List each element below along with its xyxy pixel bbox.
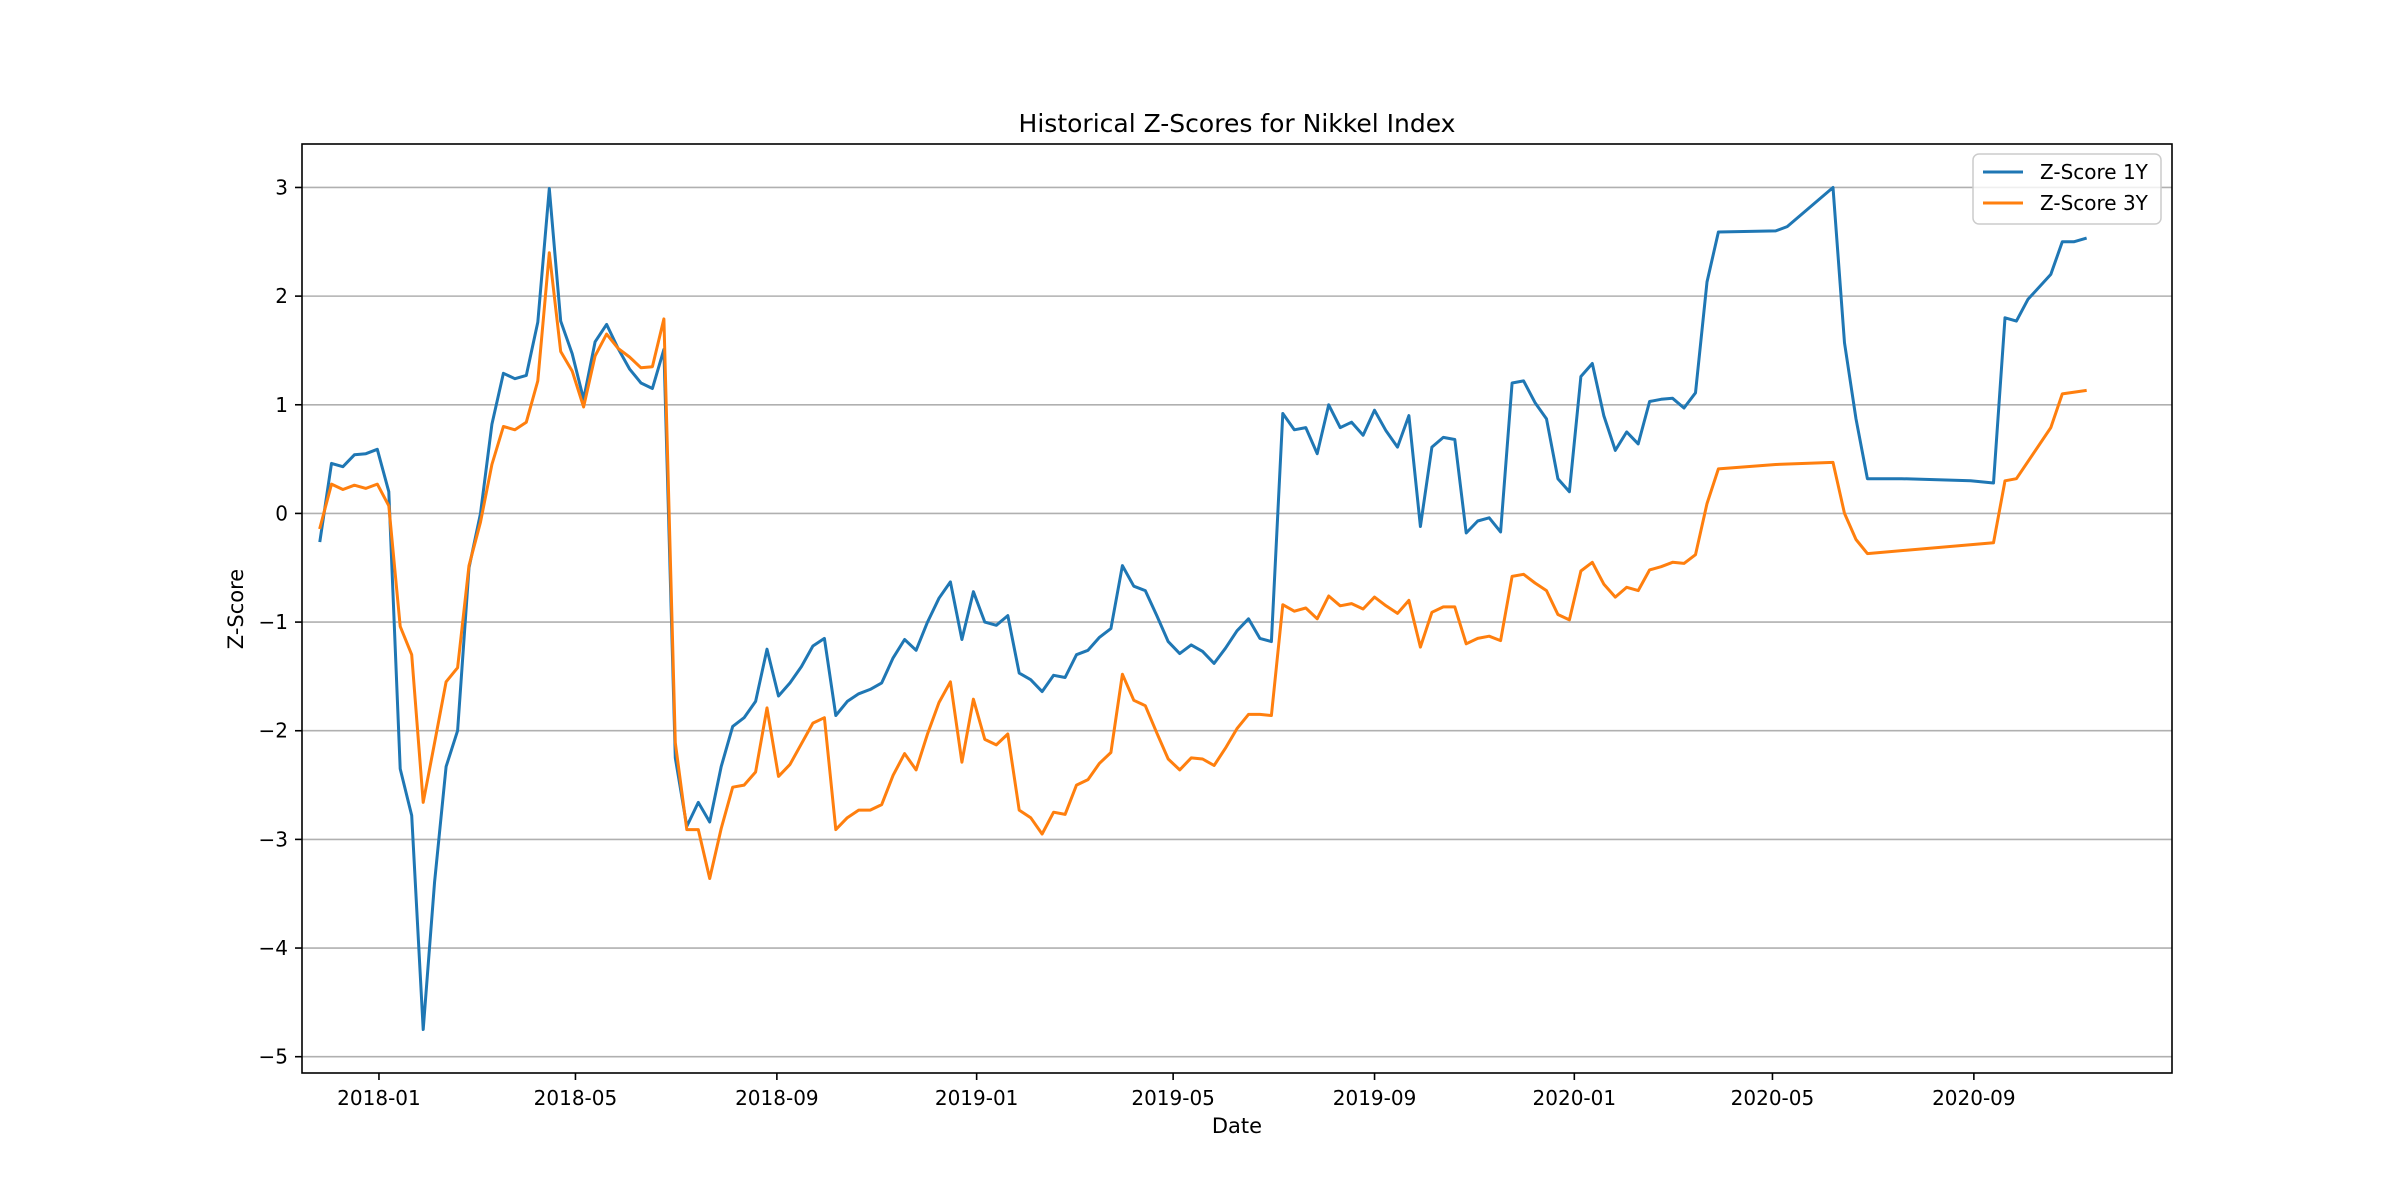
x-axis-label: Date (1212, 1114, 1262, 1138)
y-tick-label: −4 (259, 936, 288, 960)
y-tick-label: 1 (275, 393, 288, 417)
legend: Z-Score 1Y Z-Score 3Y (1972, 153, 2162, 225)
legend-label-z-score-1y: Z-Score 1Y (2040, 160, 2149, 184)
y-tick-label: 2 (275, 284, 288, 308)
series-line-z-score-3y (318, 251, 2087, 880)
x-axis: 2018-01 2018-05 2018-09 2019-01 2019-05 2019-… (337, 1073, 2016, 1110)
x-tick-label: 2019-01 (935, 1086, 1019, 1110)
y-tick-label: −2 (259, 719, 288, 743)
x-tick-label: 2020-01 (1533, 1086, 1617, 1110)
y-axis-label: Z-Score (224, 569, 248, 649)
x-tick-label: 2019-05 (1131, 1086, 1215, 1110)
chart-title: Historical Z-Scores for Nikkel Index (1019, 109, 1456, 138)
plot-area (302, 144, 2172, 1073)
y-tick-label: 0 (275, 501, 288, 525)
y-tick-label: 3 (275, 175, 288, 199)
x-tick-label: 2018-09 (735, 1086, 819, 1110)
plot-frame (301, 143, 2173, 1074)
y-tick-label: −5 (259, 1045, 288, 1069)
y-tick-label: −1 (259, 610, 288, 634)
series-lines (318, 186, 2088, 1031)
x-tick-label: 2019-09 (1333, 1086, 1417, 1110)
x-tick-label: 2020-05 (1731, 1086, 1815, 1110)
y-axis: 3 2 1 0 −1 −2 −3 −4 −5 (259, 175, 302, 1069)
series-line-z-score-1y (318, 186, 2088, 1031)
x-tick-label: 2018-01 (337, 1086, 421, 1110)
y-tick-label: −3 (259, 827, 288, 851)
legend-label-z-score-3y: Z-Score 3Y (2040, 191, 2149, 215)
x-tick-label: 2018-05 (534, 1086, 618, 1110)
x-tick-label: 2020-09 (1932, 1086, 2016, 1110)
